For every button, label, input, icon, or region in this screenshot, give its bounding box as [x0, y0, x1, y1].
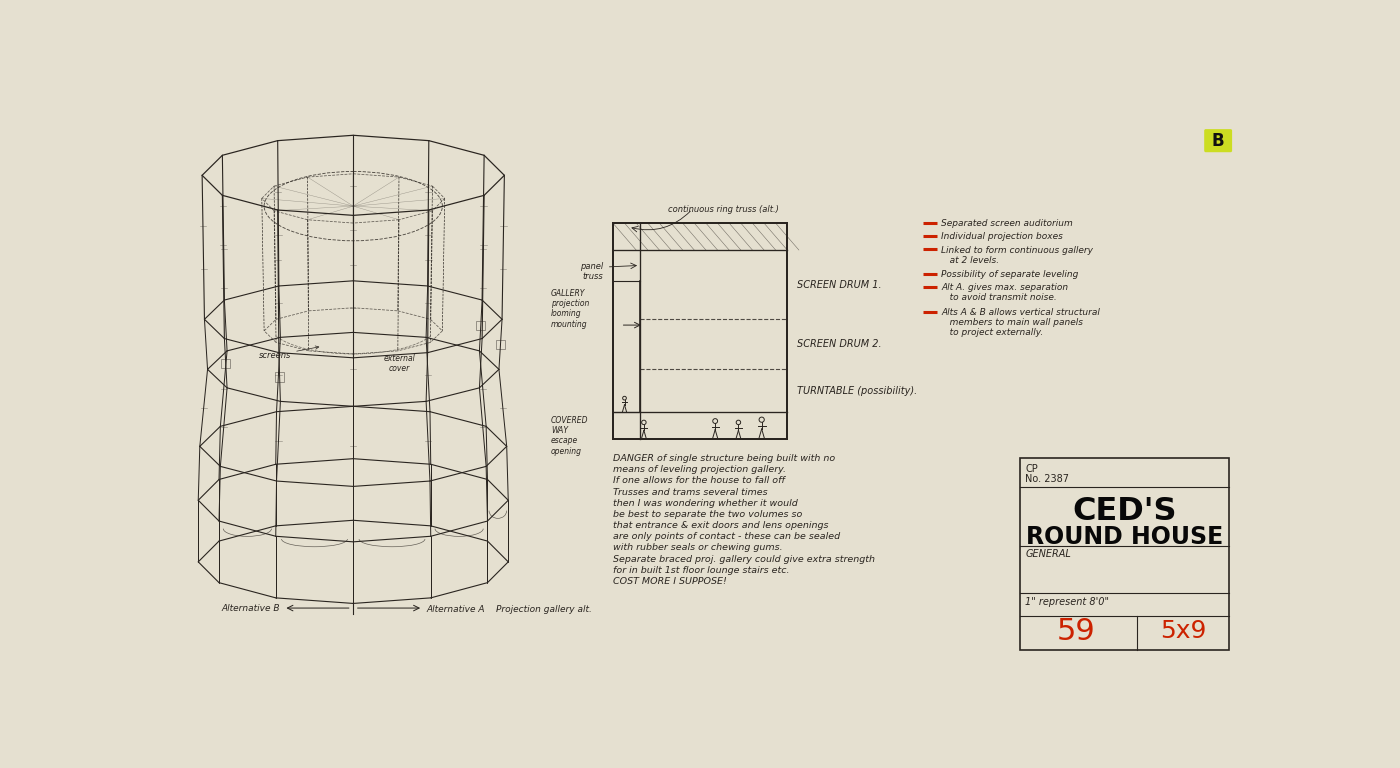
Bar [274, 372, 284, 382]
Text: COVERED
WAY
escape
opening: COVERED WAY escape opening [550, 415, 588, 455]
Text: then I was wondering whether it would: then I was wondering whether it would [613, 498, 798, 508]
Text: No. 2387: No. 2387 [1025, 474, 1070, 484]
Text: to avoid transmit noise.: to avoid transmit noise. [941, 293, 1057, 303]
Text: be best to separate the two volumes so: be best to separate the two volumes so [613, 510, 802, 519]
Text: means of leveling projection gallery.: means of leveling projection gallery. [613, 465, 785, 474]
Text: 1" represent 8'0": 1" represent 8'0" [1025, 597, 1109, 607]
Text: SCREEN DRUM 2.: SCREEN DRUM 2. [797, 339, 881, 349]
Text: GENERAL: GENERAL [1025, 549, 1071, 559]
Text: at 2 levels.: at 2 levels. [941, 256, 1000, 264]
Text: Separate braced proj. gallery could give extra strength: Separate braced proj. gallery could give… [613, 554, 875, 564]
Text: are only points of contact - these can be sealed: are only points of contact - these can b… [613, 532, 840, 541]
Text: panel
truss: panel truss [581, 262, 603, 281]
Text: ROUND HOUSE: ROUND HOUSE [1026, 525, 1224, 549]
Text: Alternative B: Alternative B [221, 604, 280, 613]
Text: Alternative A    Projection gallery alt.: Alternative A Projection gallery alt. [427, 605, 592, 614]
Text: continuous ring truss (alt.): continuous ring truss (alt.) [668, 205, 778, 214]
Text: Possibility of separate leveling: Possibility of separate leveling [941, 270, 1079, 279]
Text: 59: 59 [1057, 617, 1096, 646]
Text: CP: CP [1025, 464, 1037, 474]
Bar [476, 321, 486, 330]
Text: TURNTABLE (possibility).: TURNTABLE (possibility). [797, 386, 917, 396]
Text: SCREEN DRUM 1.: SCREEN DRUM 1. [797, 280, 881, 290]
Text: If one allows for the house to fall off: If one allows for the house to fall off [613, 476, 785, 485]
Text: Alts A & B allows vertical structural: Alts A & B allows vertical structural [941, 308, 1100, 317]
Text: 5x9: 5x9 [1159, 619, 1207, 643]
Text: screens: screens [259, 346, 319, 360]
Text: COST MORE I SUPPOSE!: COST MORE I SUPPOSE! [613, 577, 727, 586]
Text: external
cover: external cover [384, 354, 416, 373]
Bar [221, 359, 231, 368]
Text: GALLERY
projection
looming
mounting: GALLERY projection looming mounting [550, 289, 589, 329]
Text: Individual projection boxes: Individual projection boxes [941, 233, 1064, 241]
Text: DANGER of single structure being built with no: DANGER of single structure being built w… [613, 454, 836, 463]
Text: Alt A. gives max. separation: Alt A. gives max. separation [941, 283, 1068, 293]
Text: that entrance & exit doors and lens openings: that entrance & exit doors and lens open… [613, 521, 829, 530]
Text: Linked to form continuous gallery: Linked to form continuous gallery [941, 246, 1093, 254]
Text: CED'S: CED'S [1072, 496, 1176, 528]
Text: for in built 1st floor lounge stairs etc.: for in built 1st floor lounge stairs etc… [613, 566, 790, 574]
Text: members to main wall panels: members to main wall panels [941, 318, 1084, 327]
Text: to project externally.: to project externally. [941, 328, 1044, 337]
Bar [1019, 458, 1229, 650]
FancyBboxPatch shape [1204, 129, 1232, 152]
Bar [496, 339, 505, 349]
Text: Separated screen auditorium: Separated screen auditorium [941, 220, 1074, 228]
Text: B: B [1212, 131, 1225, 150]
Text: Trusses and trams several times: Trusses and trams several times [613, 488, 767, 497]
Text: with rubber seals or chewing gums.: with rubber seals or chewing gums. [613, 544, 783, 552]
